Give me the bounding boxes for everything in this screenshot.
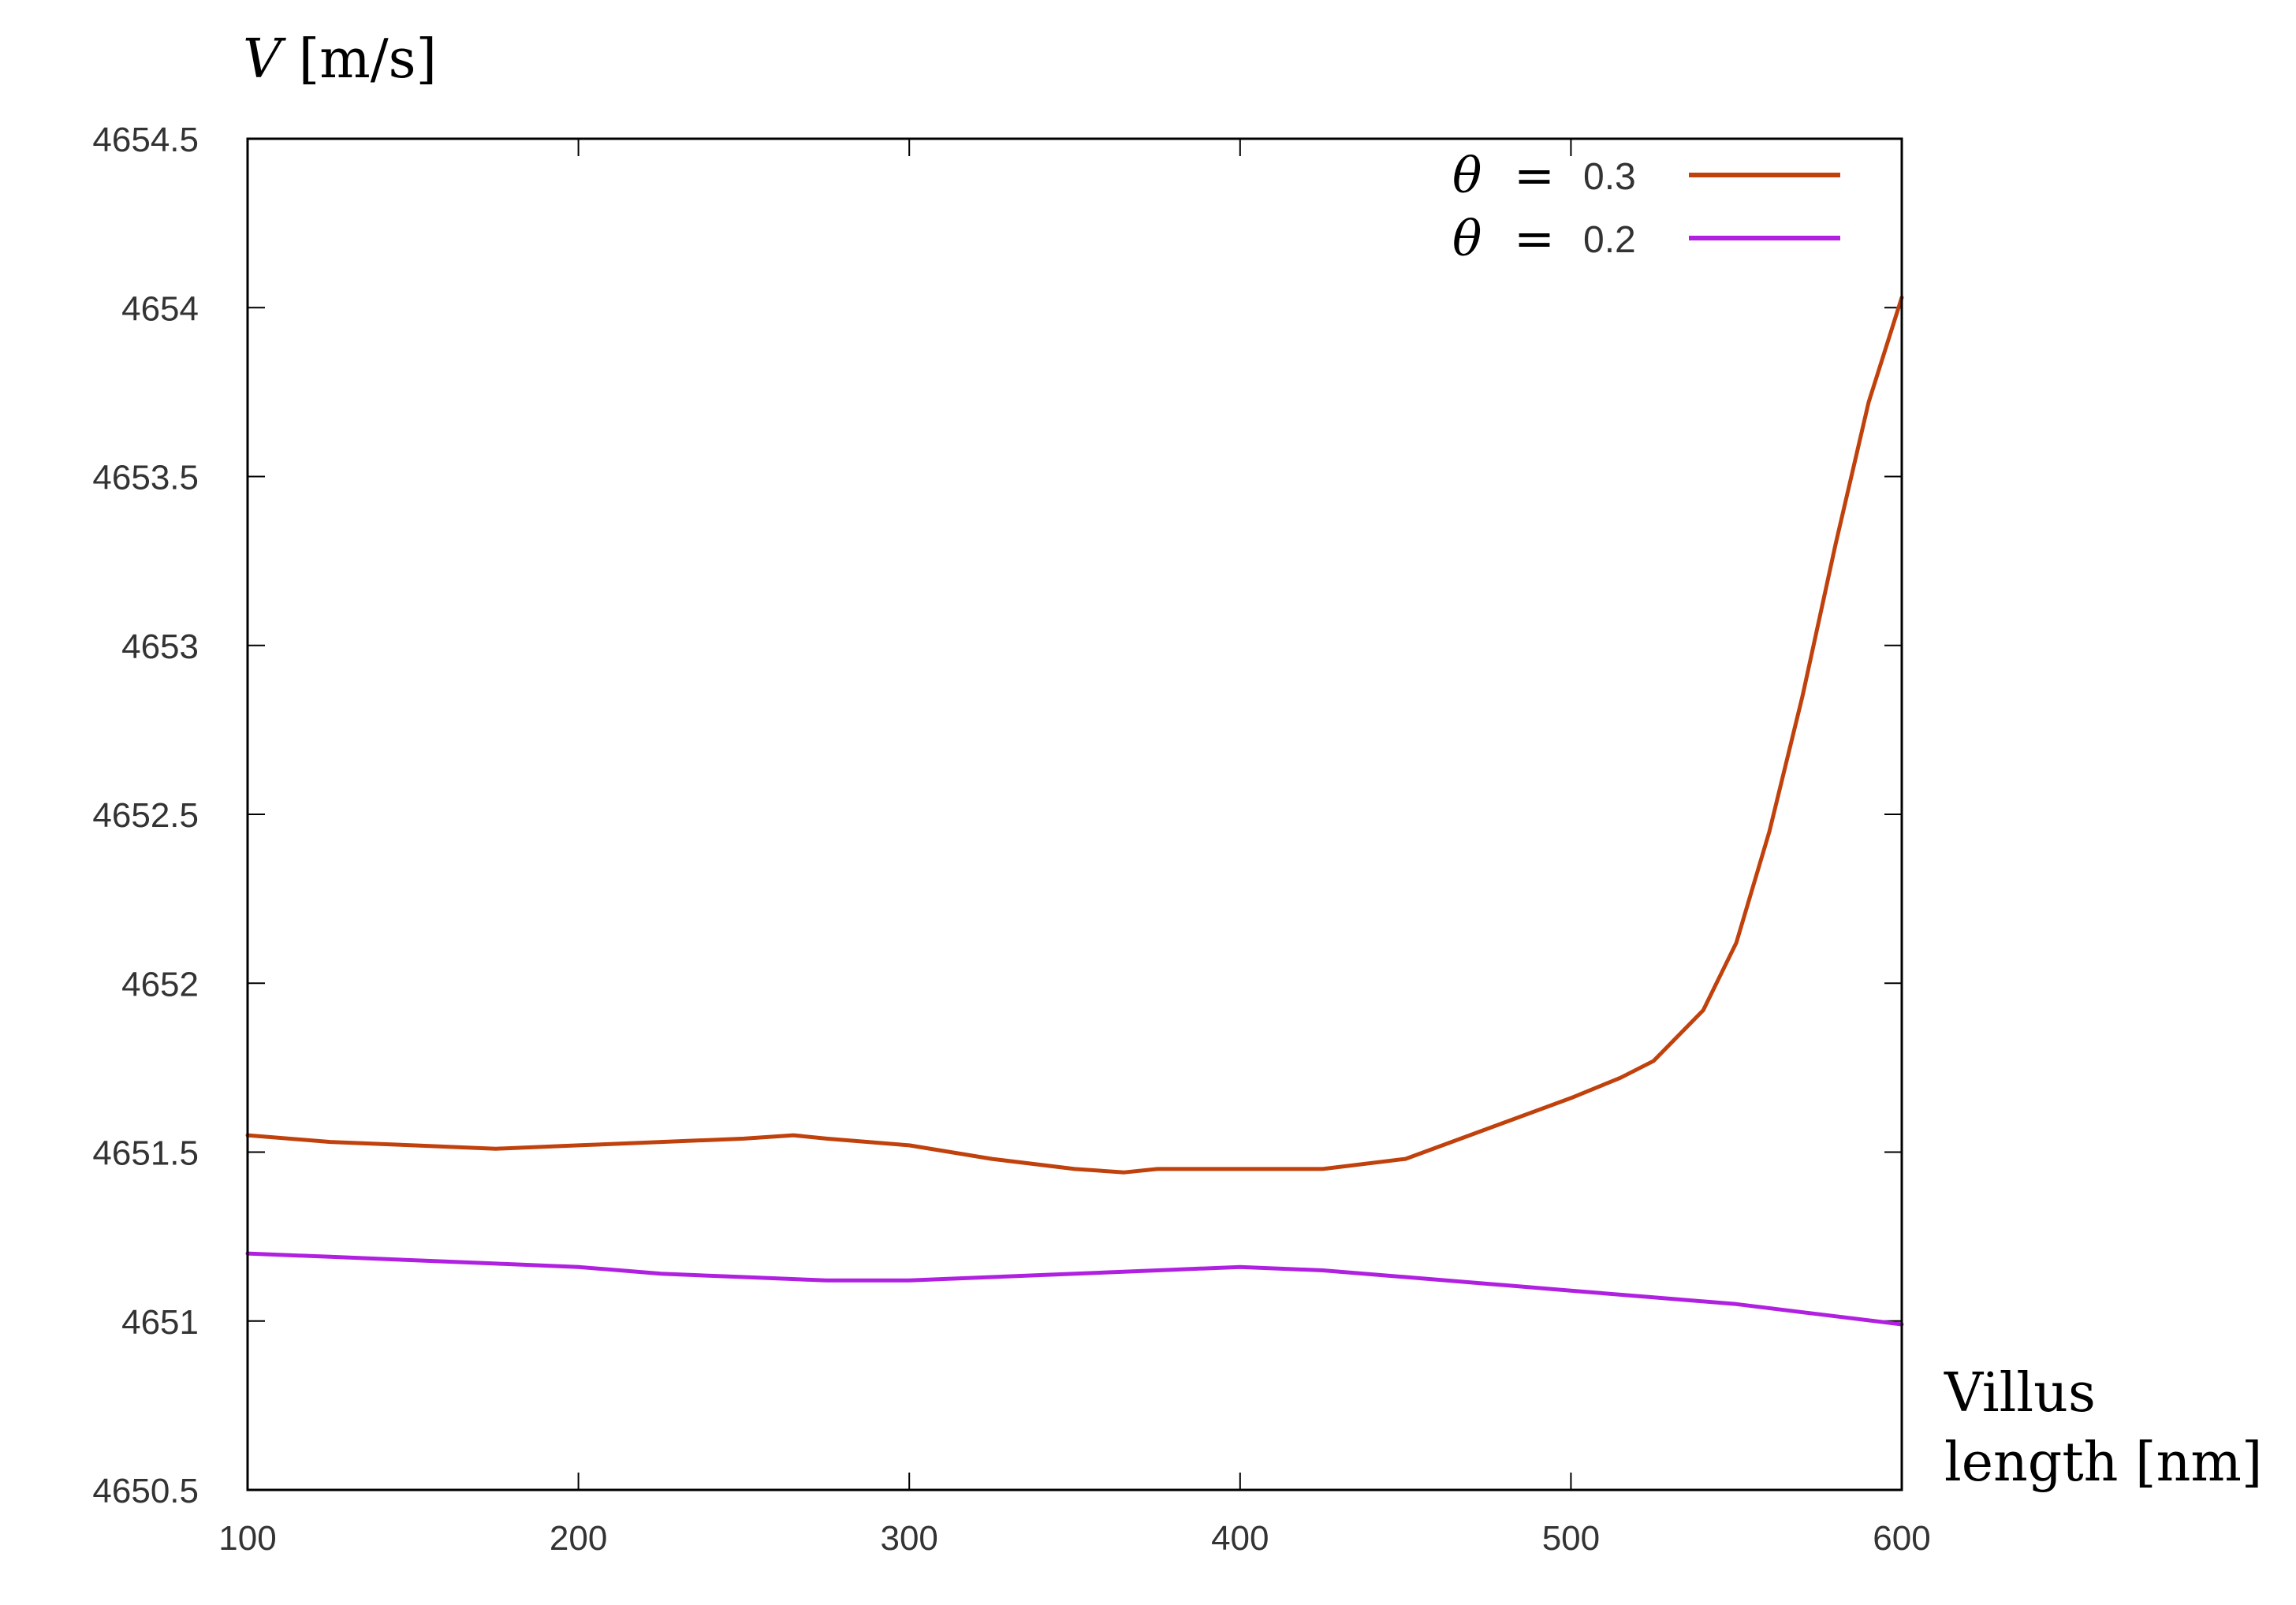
x-tick-label: 100 [218,1519,276,1558]
y-tick-label: 4652 [121,965,199,1004]
y-tick-label: 4651.5 [92,1134,199,1173]
legend-symbol: θ [1452,147,1482,204]
axis-ticks: 100 200 300 400 500 600 4650.5 4651 4651.5 4652 46… [92,121,1930,1558]
x-axis-label: Villus length [nm] [1944,1362,2262,1494]
y-tick-label: 4654 [121,289,199,328]
legend-equals: = [1514,147,1555,204]
legend-value: 0.2 [1583,219,1636,261]
x-tick-label: 600 [1873,1519,1930,1558]
x-tick-label: 400 [1211,1519,1269,1558]
y-tick-label: 4653 [121,627,199,666]
x-axis-label-line-2: length [nm] [1944,1432,2262,1494]
series-line-1 [245,1251,1904,1327]
svg-text:V [m/s]: V [m/s] [243,28,437,91]
y-tick-label: 4651 [121,1303,199,1342]
series-lines [245,295,1904,1327]
x-tick-label: 200 [550,1519,607,1558]
plot-frame [246,137,1903,1491]
y-axis-label: V [m/s] [243,28,437,91]
x-axis-label-line-1: Villus [1944,1362,2096,1424]
y-axis-label-unit: [m/s] [281,28,437,91]
y-tick-label: 4654.5 [92,121,199,159]
legend: θ = 0.3 θ = 0.2 [1452,147,1840,267]
series-line-0 [245,295,1904,1175]
x-tick-label: 500 [1542,1519,1600,1558]
legend-equals: = [1514,210,1555,267]
y-tick-label: 4653.5 [92,459,199,497]
y-axis-label-italic: V [243,28,286,91]
y-tick-label: 4652.5 [92,796,199,835]
legend-symbol: θ [1452,210,1482,267]
y-tick-label: 4650.5 [92,1472,199,1510]
legend-value: 0.3 [1583,156,1636,198]
x-tick-label: 300 [880,1519,937,1558]
